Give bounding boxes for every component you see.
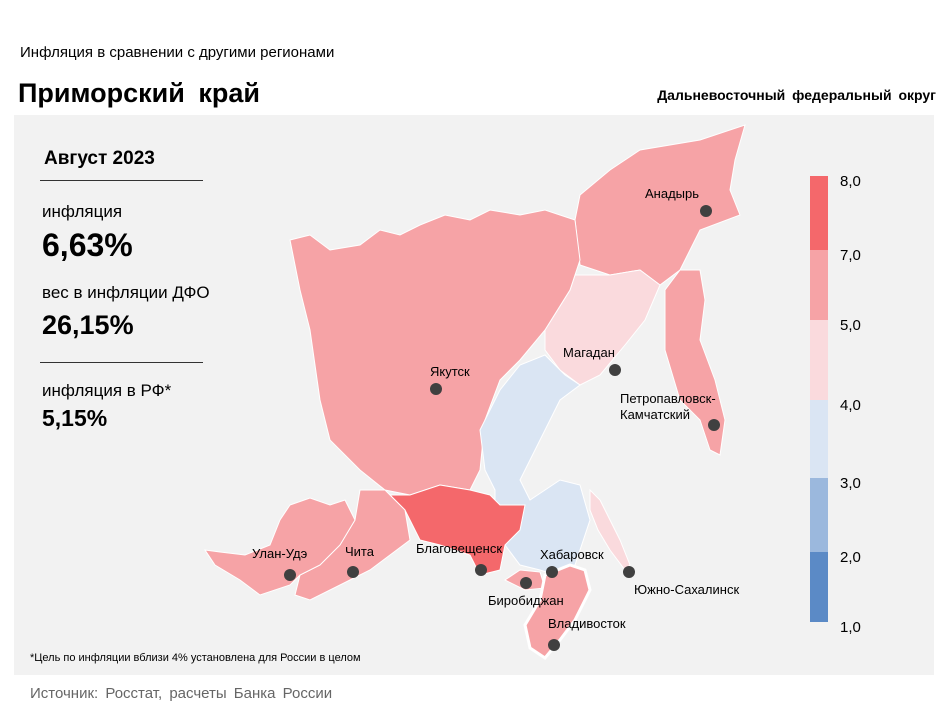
region-buryatia[interactable]	[203, 497, 356, 596]
period-label: Август 2023	[44, 148, 155, 169]
legend-tick-label: 8,0	[840, 173, 861, 190]
inflation-label: инфляция	[42, 202, 123, 221]
rf-inflation-value: 5,15%	[42, 405, 108, 431]
city-label: Петропавловск-	[620, 391, 716, 406]
city-label: Биробиджан	[488, 593, 564, 608]
city-label: Анадырь	[645, 186, 699, 201]
city-marker	[475, 564, 487, 576]
city-label: Улан-Удэ	[252, 546, 308, 561]
city-label: Владивосток	[548, 616, 626, 631]
city-marker	[700, 205, 712, 217]
legend-bin	[810, 478, 828, 552]
city-label: Чита	[345, 544, 375, 559]
legend-tick-label: 7,0	[840, 247, 861, 264]
city-marker	[548, 639, 560, 651]
color-legend: 8,0 7,0 5,0 4,0 3,0 2,0 1,0	[810, 173, 861, 636]
page-title: Приморский край	[18, 78, 260, 108]
city-marker	[609, 364, 621, 376]
legend-tick-label: 4,0	[840, 397, 861, 414]
city-marker	[430, 383, 442, 395]
region-chukotka[interactable]	[574, 124, 746, 286]
city-marker	[546, 566, 558, 578]
weight-label: вес в инфляции ДФО	[42, 283, 210, 302]
rf-inflation-label: инфляция в РФ*	[42, 381, 172, 400]
region-yakutia[interactable]	[289, 209, 581, 496]
legend-tick-label: 5,0	[840, 317, 861, 334]
city-marker	[284, 569, 296, 581]
legend-bin	[810, 176, 828, 250]
legend-bin	[810, 552, 828, 622]
district-label: Дальневосточный федеральный округ	[657, 87, 936, 103]
city-marker	[623, 566, 635, 578]
legend-tick-label: 3,0	[840, 475, 861, 492]
city-label: Магадан	[563, 345, 615, 360]
weight-value: 26,15%	[42, 310, 134, 340]
source-label: Источник: Росстат, расчеты Банка России	[30, 685, 333, 702]
legend-tick-label: 1,0	[840, 619, 861, 636]
city-marker	[347, 566, 359, 578]
region-primorye[interactable]	[523, 563, 592, 660]
divider	[40, 180, 203, 181]
region-kamchatka[interactable]	[664, 269, 726, 456]
city-marker	[520, 577, 532, 589]
legend-bin	[810, 250, 828, 320]
legend-bin	[810, 400, 828, 478]
city-label: Камчатский	[620, 407, 690, 422]
region-amur[interactable]	[388, 484, 526, 576]
city-markers: Анадырь Магадан Петропавловск- Камчатски…	[252, 186, 739, 651]
divider	[40, 362, 203, 363]
legend-tick-label: 2,0	[840, 549, 861, 566]
footnote: *Цель по инфляции вблизи 4% установлена …	[30, 652, 361, 664]
city-marker	[708, 419, 720, 431]
inflation-value: 6,63%	[42, 227, 133, 263]
city-label: Хабаровск	[540, 547, 604, 562]
page-subtitle: Инфляция в сравнении с другими регионами	[20, 44, 335, 61]
legend-bin	[810, 320, 828, 400]
city-label: Южно-Сахалинск	[634, 582, 739, 597]
city-label: Якутск	[430, 364, 470, 379]
city-label: Благовещенск	[416, 541, 502, 556]
